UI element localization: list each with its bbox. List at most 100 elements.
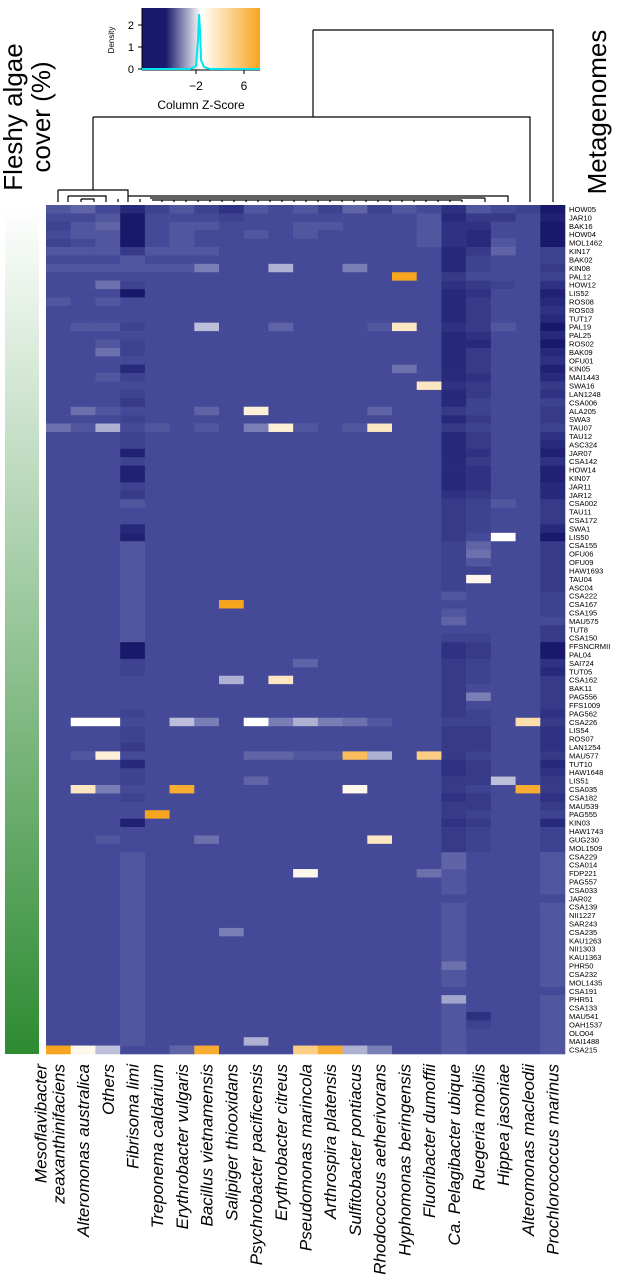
heatmap-cell — [120, 667, 146, 677]
heatmap-cell — [46, 835, 72, 845]
heatmap-cell — [268, 608, 294, 618]
heatmap-cell — [95, 507, 121, 517]
heatmap-cell — [243, 280, 269, 290]
heatmap-cell — [46, 810, 72, 819]
heatmap-cell — [144, 726, 170, 735]
heatmap-cell — [392, 381, 418, 391]
heatmap-cell — [120, 499, 146, 508]
heatmap-cell — [367, 616, 393, 626]
heatmap-cell — [144, 364, 170, 374]
heatmap-cell — [317, 877, 343, 887]
heatmap-cell — [120, 751, 146, 761]
heatmap-cell — [416, 583, 442, 592]
heatmap-cell — [144, 734, 170, 744]
heatmap-cell — [416, 700, 442, 710]
heatmap-cell — [194, 431, 220, 441]
heatmap-cell — [490, 457, 516, 466]
heatmap-cell — [515, 347, 541, 357]
heatmap-cell — [342, 381, 368, 391]
heatmap-cell — [169, 810, 195, 819]
heatmap-cell — [490, 347, 516, 357]
heatmap-cell — [367, 465, 393, 475]
heatmap-cell — [268, 1011, 294, 1021]
heatmap-cell — [219, 356, 245, 366]
heatmap-cell — [46, 793, 72, 803]
heatmap-cell — [490, 499, 516, 508]
heatmap-cell — [95, 499, 121, 508]
metagenomes-label: Metagenomes — [582, 30, 612, 195]
heatmap-cell — [46, 885, 72, 895]
row-label: KIN03 — [569, 819, 590, 828]
heatmap-cell — [490, 911, 516, 920]
heatmap-cell — [293, 835, 319, 845]
heatmap-cell — [144, 869, 170, 878]
heatmap-cell — [243, 600, 269, 609]
heatmap-cell — [243, 297, 269, 307]
heatmap-cell — [466, 919, 492, 929]
heatmap-cell — [342, 347, 368, 357]
heatmap-cell — [268, 675, 294, 685]
heatmap-cell — [441, 658, 467, 668]
heatmap-cell — [70, 843, 96, 853]
heatmap-cell — [219, 633, 245, 643]
heatmap-cell — [219, 919, 245, 929]
heatmap-cell — [120, 692, 146, 702]
heatmap-cell — [367, 431, 393, 441]
heatmap-cell — [95, 869, 121, 878]
heatmap-cell — [540, 885, 566, 895]
heatmap-cell — [515, 1011, 541, 1021]
heatmap-cell — [70, 558, 96, 567]
heatmap-cell — [243, 457, 269, 466]
heatmap-cell — [342, 911, 368, 920]
heatmap-cell — [317, 793, 343, 803]
row-label: GUG230 — [569, 835, 599, 844]
heatmap-cell — [540, 297, 566, 307]
heatmap-cell — [441, 1045, 467, 1055]
heatmap-cell — [540, 667, 566, 677]
heatmap-cell — [293, 726, 319, 735]
heatmap-cell — [540, 919, 566, 929]
heatmap-cell — [342, 1003, 368, 1013]
heatmap-cell — [95, 364, 121, 374]
heatmap-cell — [293, 272, 319, 281]
heatmap-cell — [169, 423, 195, 433]
heatmap-cell — [441, 995, 467, 1004]
heatmap-cell — [95, 423, 121, 433]
heatmap-cell — [120, 860, 146, 870]
heatmap-cell — [392, 608, 418, 618]
heatmap-cell — [490, 558, 516, 567]
heatmap-cell — [120, 398, 146, 408]
heatmap-cell — [466, 457, 492, 466]
heatmap-cell — [515, 574, 541, 584]
heatmap-cell — [194, 1028, 220, 1038]
heatmap-cell — [268, 793, 294, 803]
heatmap-cell — [416, 423, 442, 433]
heatmap-cell — [342, 885, 368, 895]
row-label: CSA033 — [569, 886, 597, 895]
heatmap-cell — [243, 448, 269, 458]
heatmap-cell — [392, 373, 418, 382]
heatmap-cell — [441, 389, 467, 399]
heatmap-cell — [46, 1020, 72, 1030]
heatmap-cell — [367, 751, 393, 761]
heatmap-cell — [515, 473, 541, 483]
heatmap-cell — [515, 532, 541, 542]
row-label: TAU07 — [569, 424, 592, 433]
heatmap-cell — [268, 936, 294, 946]
heatmap-cell — [342, 717, 368, 727]
heatmap-cell — [317, 911, 343, 920]
row-label: CSA035 — [569, 785, 597, 794]
heatmap-cell — [540, 684, 566, 693]
heatmap-cell — [70, 801, 96, 811]
heatmap-cell — [169, 944, 195, 954]
heatmap-cell — [293, 633, 319, 643]
heatmap-cell — [416, 1003, 442, 1013]
heatmap-cell — [293, 423, 319, 433]
heatmap-cell — [95, 1028, 121, 1038]
heatmap-cell — [95, 768, 121, 777]
heatmap-cell — [317, 869, 343, 878]
heatmap-cell — [293, 373, 319, 382]
heatmap-cell — [243, 406, 269, 416]
heatmap-cell — [95, 457, 121, 466]
heatmap-cell — [540, 978, 566, 988]
